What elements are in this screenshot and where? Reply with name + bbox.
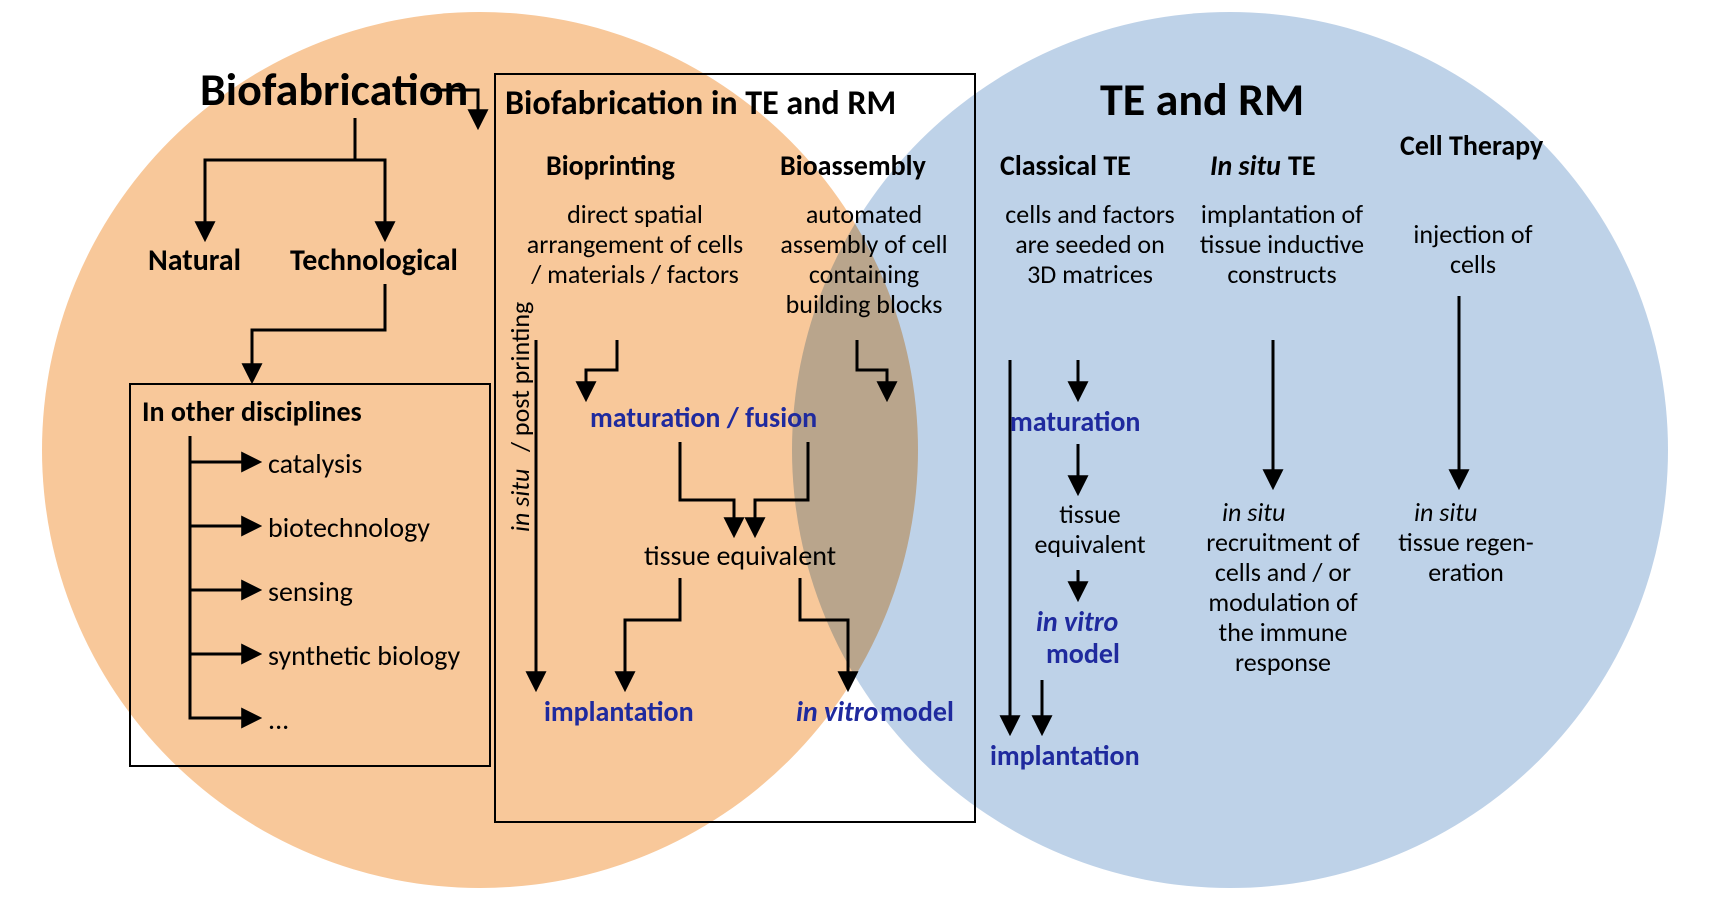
insitu-flow-a: in situ: [1222, 498, 1285, 528]
label-invitro2-b: model: [1046, 638, 1120, 670]
heading-cell-therapy: Cell Therapy: [1400, 130, 1550, 162]
label-invitro-model-a: in vitro: [796, 696, 878, 728]
desc-bioprinting: direct spatial arrangement of cells / ma…: [525, 200, 745, 290]
cell-flow-b: tissue regen-eration: [1396, 528, 1536, 588]
desc-insitu-te: implantation of tissue inductive constru…: [1192, 200, 1372, 290]
heading-bioprinting: Bioprinting: [546, 150, 675, 182]
venn-left-circle: [42, 12, 918, 888]
label-implantation-2: implantation: [990, 740, 1140, 772]
heading-insitu-te-b: TE: [1288, 150, 1316, 182]
heading-bioassembly: Bioassembly: [780, 150, 926, 182]
insitu-flow-b: recruitment of cells and / or modulation…: [1188, 528, 1378, 677]
label-other-disciplines: In other disciplines: [142, 396, 362, 428]
discipline-4: ...: [268, 704, 289, 736]
heading-classical-te: Classical TE: [1000, 150, 1131, 182]
label-tissue-equivalent: tissue equivalent: [644, 540, 836, 572]
desc-classical-te: cells and factors are seeded on 3D matri…: [1000, 200, 1180, 290]
side-label-b: / post printing: [506, 302, 536, 452]
label-maturation-2: maturation: [1010, 406, 1140, 438]
label-tissue-eq-2: tissue equivalent: [1010, 500, 1170, 560]
cell-flow-a: in situ: [1414, 498, 1477, 528]
desc-bioassembly: automated assembly of cell containing bu…: [764, 200, 964, 320]
side-label-a: in situ: [506, 469, 536, 532]
title-biofab-te-rm: Biofabrication in TE and RM: [505, 84, 896, 123]
label-maturation-fusion: maturation / fusion: [590, 402, 817, 434]
discipline-0: catalysis: [268, 448, 362, 480]
heading-insitu-te-a: In situ: [1210, 150, 1281, 182]
label-invitro2-a: in vitro: [1036, 606, 1118, 638]
desc-cell-therapy: injection of cells: [1398, 220, 1548, 280]
label-technological: Technological: [290, 244, 458, 279]
title-biofabrication: Biofabrication: [200, 64, 468, 117]
label-natural: Natural: [148, 244, 241, 279]
discipline-1: biotechnology: [268, 512, 430, 544]
discipline-3: synthetic biology: [268, 640, 460, 672]
label-implantation: implantation: [544, 696, 694, 728]
title-te-rm: TE and RM: [1100, 74, 1304, 127]
label-invitro-model-b: model: [880, 696, 954, 728]
discipline-2: sensing: [268, 576, 353, 608]
